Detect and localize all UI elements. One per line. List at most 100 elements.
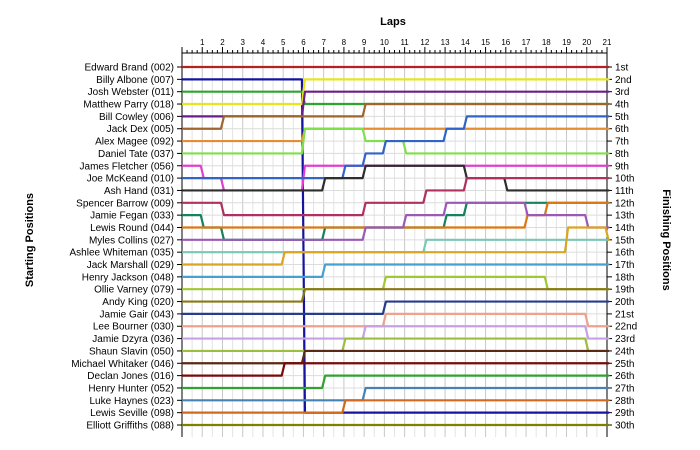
lap-tick-label: 16 — [501, 38, 510, 47]
lap-tick-label: 17 — [522, 38, 531, 47]
finishing-position-label: 12th — [615, 198, 634, 209]
series-line-26 — [182, 362, 610, 377]
series-line-25 — [182, 349, 610, 365]
finishing-position-label: 14th — [615, 223, 634, 234]
finishing-position-label: 18th — [615, 272, 634, 283]
finishing-position-label: 4th — [615, 100, 629, 111]
finishing-position-label: 23rd — [615, 334, 635, 345]
starting-position-label: James Fletcher (056) — [80, 161, 174, 172]
starting-position-labels: Edward Brand (002)Billy Albone (007)Josh… — [70, 63, 175, 432]
finishing-position-label: 19th — [615, 285, 634, 296]
chart-title: Laps — [380, 16, 406, 28]
lap-tick-label: 7 — [321, 38, 326, 47]
series-line-12 — [182, 177, 610, 217]
lap-tick-label: 2 — [220, 38, 225, 47]
series-line-22 — [182, 312, 610, 328]
series-line-7 — [182, 127, 610, 143]
starting-position-label: Ashlee Whiteman (035) — [70, 248, 175, 259]
finishing-position-label: 2nd — [615, 75, 632, 86]
lap-tick-label: 11 — [400, 38, 409, 47]
series-line-17 — [182, 226, 610, 266]
series-line-20 — [182, 288, 610, 303]
finishing-position-label: 24th — [615, 346, 634, 357]
lap-tick-label: 20 — [582, 38, 591, 47]
series-line-18 — [182, 263, 610, 278]
starting-position-label: Jamie Fegan (033) — [90, 211, 174, 222]
lap-tick-label: 12 — [420, 38, 429, 47]
series-line-19 — [182, 275, 610, 291]
lap-tick-label: 6 — [301, 38, 306, 47]
starting-position-label: Myles Collins (027) — [89, 235, 174, 246]
starting-position-label: Henry Hunter (052) — [88, 383, 174, 394]
starting-position-label: Ash Hand (031) — [104, 186, 174, 197]
series-line-27 — [182, 374, 610, 390]
finishing-position-label: 5th — [615, 112, 629, 123]
series-line-23 — [182, 325, 610, 340]
finishing-position-label: 28th — [615, 396, 634, 407]
finishing-position-label: 9th — [615, 161, 629, 172]
series-line-6 — [182, 102, 610, 130]
lap-tick-label: 5 — [281, 38, 286, 47]
lap-tick-label: 19 — [562, 38, 571, 47]
finishing-position-label: 15th — [615, 235, 634, 246]
starting-position-label: Elliott Griffiths (088) — [86, 421, 174, 432]
starting-position-label: Jamie Gair (043) — [100, 309, 174, 320]
starting-position-label: Lewis Seville (098) — [90, 408, 174, 419]
series-line-10 — [182, 115, 610, 180]
x-tick-labels: 1 2 3 4 5 6 7 8 9 10 11 12 13 14 15 16 17 18 19 20 21 — [200, 38, 612, 47]
starting-position-label: Joe McKeand (010) — [87, 174, 174, 185]
lap-tick-label: 18 — [542, 38, 551, 47]
finishing-position-label: 21st — [615, 309, 634, 320]
finishing-position-label: 1st — [615, 63, 629, 74]
finishing-position-label: 25th — [615, 359, 634, 370]
starting-position-label: Spencer Barrow (009) — [76, 198, 174, 209]
starting-position-label: Lee Bourner (030) — [93, 322, 174, 333]
series-line-14 — [182, 201, 610, 229]
starting-position-label: Shaun Slavin (050) — [89, 346, 174, 357]
lap-tick-label: 8 — [342, 38, 347, 47]
starting-position-label: Alex Magee (092) — [95, 137, 174, 148]
starting-position-label: Billy Albone (007) — [96, 75, 174, 86]
starting-position-label: Matthew Parry (018) — [83, 100, 174, 111]
finishing-position-label: 16th — [615, 248, 634, 259]
series-lines — [182, 65, 610, 427]
finishing-position-label: 29th — [615, 408, 634, 419]
lap-tick-label: 15 — [481, 38, 490, 47]
finishing-position-label: 17th — [615, 260, 634, 271]
finishing-position-label: 3rd — [615, 87, 629, 98]
starting-position-label: Edward Brand (002) — [85, 63, 175, 74]
lap-tick-label: 9 — [362, 38, 367, 47]
finishing-position-label: 10th — [615, 174, 634, 185]
finishing-position-label: 26th — [615, 371, 634, 382]
starting-position-label: Ollie Varney (079) — [94, 285, 174, 296]
starting-position-label: Luke Haynes (023) — [90, 396, 175, 407]
finishing-position-label: 20th — [615, 297, 634, 308]
lap-tick-label: 3 — [240, 38, 245, 47]
starting-position-label: Jack Marshall (029) — [87, 260, 174, 271]
series-line-13 — [182, 201, 610, 241]
lap-tick-label: 10 — [380, 38, 389, 47]
finishing-position-label: 7th — [615, 137, 629, 148]
finishing-position-label: 13th — [615, 211, 634, 222]
series-line-2 — [182, 78, 610, 414]
starting-position-label: Declan Jones (016) — [87, 371, 174, 382]
lap-tick-label: 21 — [603, 38, 612, 47]
lap-tick-label: 1 — [200, 38, 205, 47]
series-line-16 — [182, 238, 610, 254]
series-line-3 — [182, 90, 610, 106]
series-line-15 — [182, 201, 610, 241]
starting-position-label: Andy King (020) — [102, 297, 174, 308]
y-axis-label-right: Finishing Positions — [660, 189, 672, 290]
series-line-28 — [182, 386, 610, 402]
series-line-11 — [182, 164, 610, 192]
y-axis-label-left: Starting Positions — [24, 193, 36, 287]
series-line-4 — [182, 78, 610, 106]
finishing-position-label: 8th — [615, 149, 629, 160]
finishing-position-label: 11th — [615, 186, 634, 197]
finishing-position-label: 6th — [615, 124, 629, 135]
finishing-position-label: 30th — [615, 421, 634, 432]
lap-tick-label: 4 — [261, 38, 266, 47]
finishing-position-label: 27th — [615, 383, 634, 394]
